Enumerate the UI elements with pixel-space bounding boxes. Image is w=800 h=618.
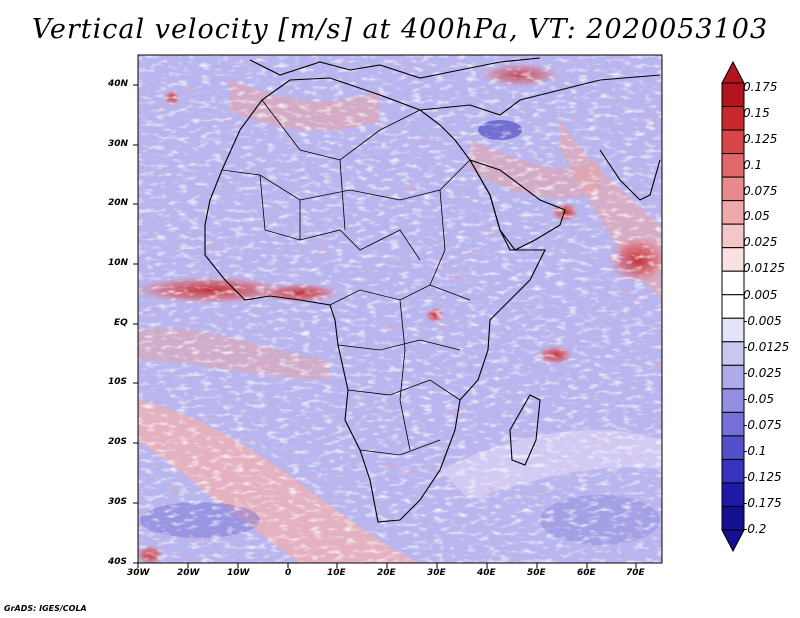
colorbar-label: -0.125: [743, 470, 782, 484]
colorbar-label: 0.0125: [743, 261, 785, 275]
lat-label: 40S: [108, 557, 128, 567]
colorbar-swatch: [721, 200, 745, 225]
colorbar-swatch: [721, 129, 745, 155]
colorbar-swatch: [721, 482, 745, 507]
vertical-velocity-field: [138, 55, 662, 563]
colorbar-swatch: [721, 294, 745, 319]
lon-label: 30E: [427, 568, 446, 578]
lon-label: 70E: [626, 568, 645, 578]
lon-label: 10E: [327, 568, 346, 578]
colorbar-swatch: [721, 341, 745, 366]
lon-label: 20W: [177, 568, 200, 578]
colorbar: [721, 60, 745, 553]
coastline: [204, 57, 661, 523]
colorbar-swatch: [721, 223, 745, 249]
lat-label: 10S: [108, 377, 128, 387]
map-title: Vertical velocity [m/s] at 400hPa, VT: 2…: [31, 14, 769, 45]
lat-label: 40N: [108, 79, 129, 89]
colorbar-label: -0.0125: [743, 340, 790, 354]
map-frame: [137, 54, 663, 564]
colorbar-swatch: [721, 247, 745, 272]
colorbar-label: -0.075: [743, 418, 782, 432]
colorbar-swatch: [721, 364, 745, 390]
colorbar-label: -0.1: [743, 444, 767, 458]
lon-label: 50E: [527, 568, 546, 578]
lon-label: 30W: [127, 568, 150, 578]
colorbar-label: 0.025: [743, 235, 778, 249]
lon-label: 20E: [377, 568, 396, 578]
lon-label: 60E: [577, 568, 596, 578]
colorbar-label: 0.075: [743, 184, 778, 198]
lat-label: 20S: [108, 437, 128, 447]
colorbar-swatch: [721, 388, 745, 413]
colorbar-swatch: [721, 411, 745, 437]
axis-ticks: [133, 84, 637, 568]
lat-label: EQ: [114, 318, 128, 328]
lon-label: 10W: [227, 568, 250, 578]
colorbar-swatch: [721, 435, 745, 460]
lat-label: 30N: [108, 139, 129, 149]
colorbar-swatch: [721, 82, 745, 108]
colorbar-swatch: [721, 176, 745, 202]
colorbar-swatch: [721, 458, 745, 484]
lon-label: 40E: [477, 568, 496, 578]
colorbar-swatch: [721, 153, 745, 178]
credit-text: GrADS: IGES/COLA: [4, 604, 87, 613]
colorbar-label: -0.2: [743, 522, 767, 536]
lat-label: 10N: [108, 258, 129, 268]
colorbar-label: -0.175: [743, 496, 782, 510]
colorbar-swatch: [721, 106, 745, 131]
colorbar-label: 0.125: [743, 132, 778, 146]
colorbar-bottom-arrow: [721, 529, 745, 553]
colorbar-label: -0.005: [743, 314, 782, 328]
colorbar-swatch: [721, 270, 745, 296]
colorbar-label: -0.025: [743, 366, 782, 380]
colorbar-top-arrow: [721, 60, 745, 84]
colorbar-label: 0.15: [743, 106, 770, 120]
colorbar-label: 0.005: [743, 288, 778, 302]
colorbar-label: 0.175: [743, 80, 778, 94]
colorbar-swatch: [721, 505, 745, 531]
lon-label: 0: [285, 568, 292, 578]
lat-label: 30S: [108, 497, 128, 507]
colorbar-swatch: [721, 317, 745, 343]
colorbar-label: -0.05: [743, 392, 775, 406]
colorbar-label: 0.1: [743, 158, 763, 172]
colorbar-label: 0.05: [743, 209, 770, 223]
lat-label: 20N: [108, 198, 129, 208]
